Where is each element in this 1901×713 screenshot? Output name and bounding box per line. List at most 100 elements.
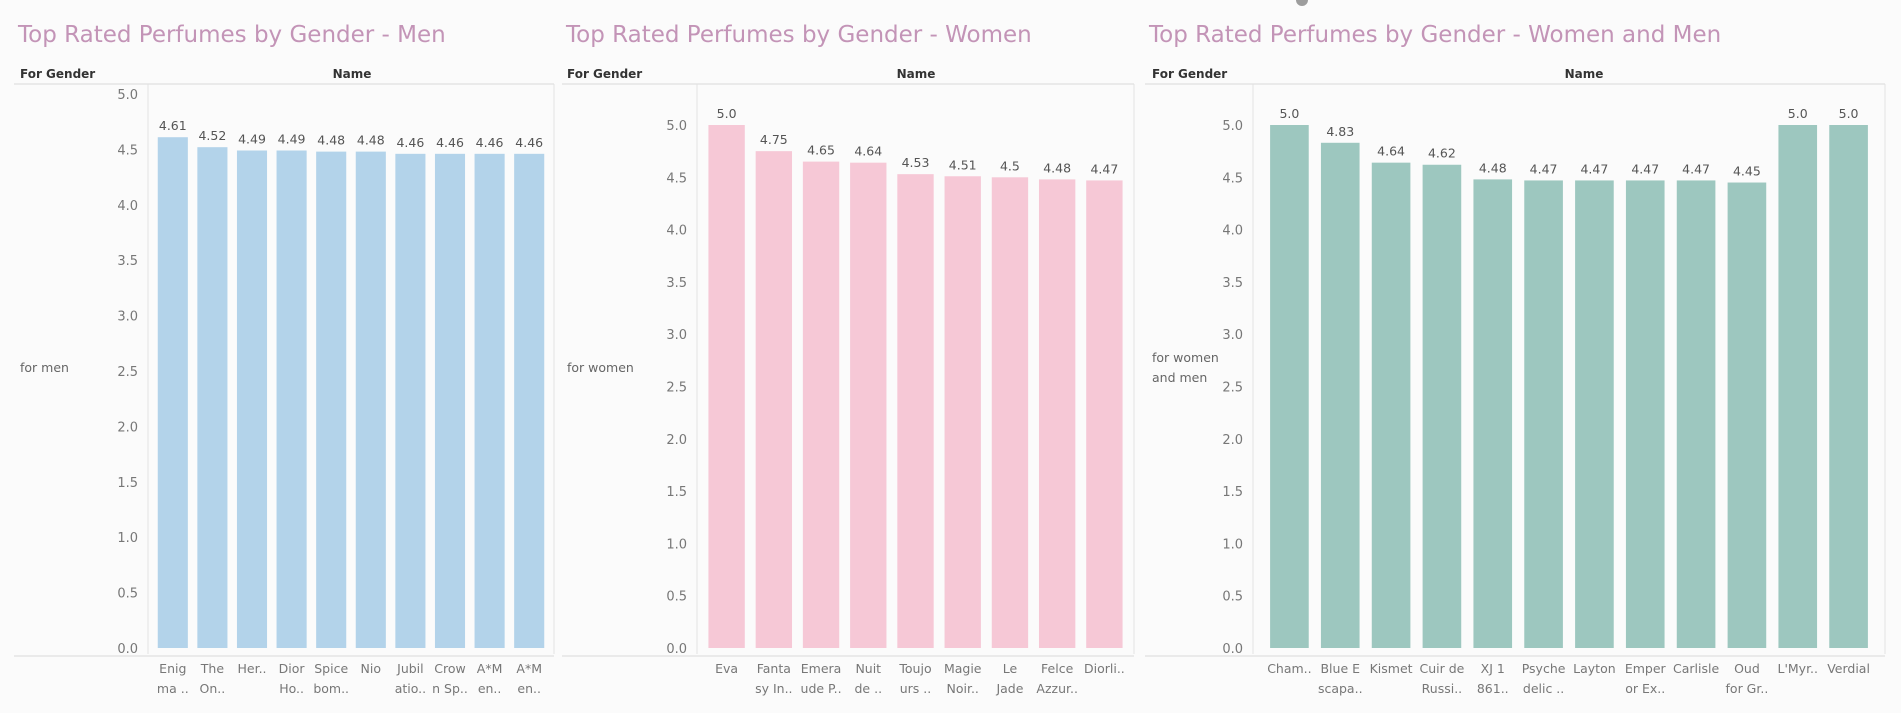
x-tick-label[interactable]: Azzur.. — [1036, 681, 1078, 696]
bar[interactable] — [1676, 180, 1716, 649]
bar[interactable] — [850, 162, 887, 648]
bar[interactable] — [474, 153, 505, 648]
row-header-for-gender[interactable]: For Gender — [567, 67, 642, 81]
x-tick-label[interactable]: Felce — [1041, 661, 1074, 676]
gender-row-label[interactable]: and men — [1152, 370, 1207, 385]
column-header-name[interactable]: Name — [333, 67, 372, 81]
x-tick-label[interactable]: atio.. — [395, 681, 426, 696]
x-tick-label[interactable]: XJ 1 — [1481, 661, 1505, 676]
y-tick-label: 1.5 — [1222, 485, 1243, 500]
x-tick-label[interactable]: Cuir de — [1419, 661, 1464, 676]
x-tick-label[interactable]: Carlisle — [1673, 661, 1719, 676]
y-tick-label: 3.0 — [666, 328, 687, 343]
x-tick-label[interactable]: Layton — [1573, 661, 1616, 676]
bar[interactable] — [897, 174, 934, 649]
x-tick-label[interactable]: bom.. — [313, 681, 349, 696]
x-tick-label[interactable]: for Gr.. — [1726, 681, 1769, 696]
bar[interactable] — [1473, 179, 1513, 648]
x-tick-label[interactable]: Kismet — [1370, 661, 1413, 676]
x-tick-label[interactable]: Spice — [314, 661, 348, 676]
bar[interactable] — [514, 153, 545, 648]
x-tick-label[interactable]: A*M — [516, 661, 542, 676]
row-header-for-gender[interactable]: For Gender — [1152, 67, 1227, 81]
x-tick-label[interactable]: 861.. — [1477, 681, 1509, 696]
bar[interactable] — [1371, 162, 1411, 648]
x-tick-label[interactable]: scapa.. — [1318, 681, 1363, 696]
x-tick-label[interactable]: ma .. — [157, 681, 189, 696]
x-tick-label[interactable]: L'Myr.. — [1777, 661, 1818, 676]
column-header-name[interactable]: Name — [897, 67, 936, 81]
x-tick-label[interactable]: Enig — [159, 661, 186, 676]
x-tick-label[interactable]: Dior — [279, 661, 306, 676]
bar[interactable] — [355, 151, 386, 648]
gender-row-label[interactable]: for women — [567, 360, 634, 375]
x-tick-label[interactable]: Le — [1003, 661, 1018, 676]
x-tick-label[interactable]: delic .. — [1523, 681, 1564, 696]
gender-row-label[interactable]: for men — [20, 360, 69, 375]
x-tick-label[interactable]: Crow — [434, 661, 465, 676]
x-tick-label[interactable]: Toujo — [898, 661, 931, 676]
x-tick-label[interactable]: ude P.. — [801, 681, 842, 696]
bar[interactable] — [1086, 180, 1123, 649]
bar[interactable] — [1270, 125, 1309, 648]
bar[interactable] — [1038, 179, 1076, 648]
x-tick-label[interactable]: n Sp.. — [432, 681, 468, 696]
bar[interactable] — [1524, 180, 1563, 649]
x-tick-label[interactable]: Cham.. — [1267, 661, 1311, 676]
x-tick-label[interactable]: Diorli.. — [1084, 661, 1125, 676]
bar[interactable] — [944, 176, 981, 648]
gender-row-label[interactable]: for women — [1152, 350, 1219, 365]
x-tick-label[interactable]: Jade — [995, 681, 1023, 696]
x-tick-label[interactable]: Nio — [361, 661, 381, 676]
column-header-name[interactable]: Name — [1565, 67, 1604, 81]
x-tick-label[interactable]: en.. — [517, 681, 541, 696]
bar[interactable] — [1778, 125, 1818, 648]
y-tick-label: 0.5 — [666, 590, 687, 605]
x-tick-label[interactable]: Nuit — [855, 661, 881, 676]
x-tick-label[interactable]: Her.. — [237, 661, 266, 676]
x-tick-label[interactable]: Emera — [801, 661, 842, 676]
x-tick-label[interactable]: Russi.. — [1422, 681, 1463, 696]
bar[interactable] — [157, 137, 188, 648]
bar[interactable] — [1575, 180, 1614, 649]
x-tick-label[interactable]: A*M — [477, 661, 503, 676]
x-tick-label[interactable]: de .. — [855, 681, 883, 696]
x-tick-label[interactable]: Ho.. — [279, 681, 304, 696]
bar[interactable] — [1625, 180, 1665, 649]
bar[interactable] — [991, 177, 1029, 649]
x-tick-label[interactable]: Jubil — [396, 661, 424, 676]
y-tick-label: 4.0 — [1222, 224, 1243, 239]
scroll-indicator[interactable] — [1296, 0, 1308, 6]
x-tick-label[interactable]: The — [200, 661, 225, 676]
x-tick-label[interactable]: urs .. — [900, 681, 932, 696]
bar[interactable] — [1422, 164, 1462, 649]
bar[interactable] — [276, 150, 307, 648]
x-tick-label[interactable]: sy In.. — [755, 681, 792, 696]
x-tick-label[interactable]: Oud — [1734, 661, 1760, 676]
x-tick-label[interactable]: en.. — [478, 681, 502, 696]
x-tick-label[interactable]: Noir.. — [947, 681, 979, 696]
x-tick-label[interactable]: Fanta — [757, 661, 791, 676]
bar[interactable] — [708, 125, 745, 648]
x-tick-label[interactable]: Blue E — [1320, 661, 1360, 676]
bar[interactable] — [197, 147, 228, 648]
row-header-for-gender[interactable]: For Gender — [20, 67, 95, 81]
bar[interactable] — [755, 151, 793, 648]
bar-chart: For Gender Name for women 0.0 0.5 1.0 1.5 2.0 2.… — [562, 67, 1135, 696]
x-tick-label[interactable]: Psyche — [1522, 661, 1566, 676]
bar[interactable] — [1829, 125, 1868, 648]
x-tick-label[interactable]: Eva — [715, 661, 738, 676]
x-tick-label[interactable]: On.. — [200, 681, 226, 696]
x-tick-label[interactable]: or Ex.. — [1625, 681, 1665, 696]
bar[interactable] — [1727, 182, 1767, 648]
bar[interactable] — [316, 151, 347, 648]
bar[interactable] — [1320, 142, 1360, 649]
x-tick-label[interactable]: Magie — [944, 661, 982, 676]
bar[interactable] — [802, 161, 840, 649]
bar[interactable] — [236, 150, 268, 648]
x-tick-label[interactable]: Verdial — [1827, 661, 1870, 676]
x-tick-label[interactable]: Emper — [1625, 661, 1667, 676]
bar[interactable] — [434, 153, 466, 648]
chart-title: Top Rated Perfumes by Gender - Men — [18, 22, 446, 48]
bar[interactable] — [395, 153, 426, 648]
